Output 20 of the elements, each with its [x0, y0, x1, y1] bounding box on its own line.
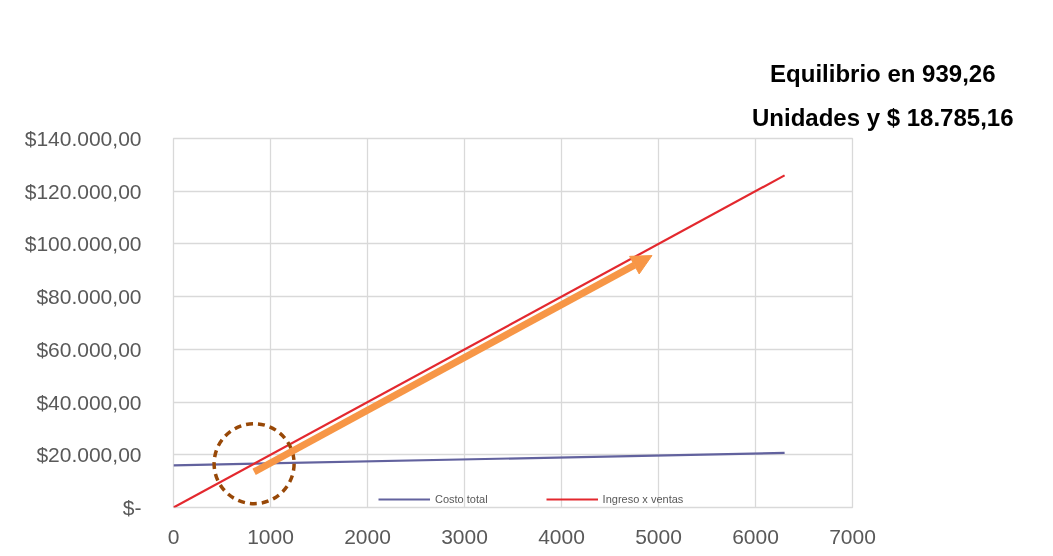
y-tick-label: $60.000,00	[36, 337, 142, 361]
y-tick-label: $80.000,00	[36, 285, 142, 309]
legend-label: Ingreso x ventas	[602, 492, 684, 506]
y-tick-label: $100.000,00	[24, 232, 142, 256]
x-tick-label: 5000	[635, 524, 682, 548]
x-tick-label: 7000	[829, 524, 876, 548]
x-tick-label: 1000	[247, 524, 294, 548]
text: Equilibrio en 939,26	[770, 59, 996, 87]
x-tick-label: 0	[167, 524, 180, 548]
y-tick-label: $-	[122, 496, 142, 519]
x-tick-label: 6000	[732, 524, 779, 548]
text: Unidades y $ 18.785,16	[752, 104, 1014, 131]
x-tick-label: 3000	[441, 524, 488, 548]
y-tick-label: $40.000,00	[36, 390, 142, 414]
y-tick-label: $20.000,00	[36, 443, 142, 467]
y-tick-label: $140.000,00	[24, 127, 142, 150]
x-tick-label: 2000	[344, 524, 391, 548]
legend-label: Costo total	[435, 492, 488, 506]
y-tick-label: $120.000,00	[24, 179, 142, 203]
x-tick-label: 4000	[538, 524, 585, 548]
